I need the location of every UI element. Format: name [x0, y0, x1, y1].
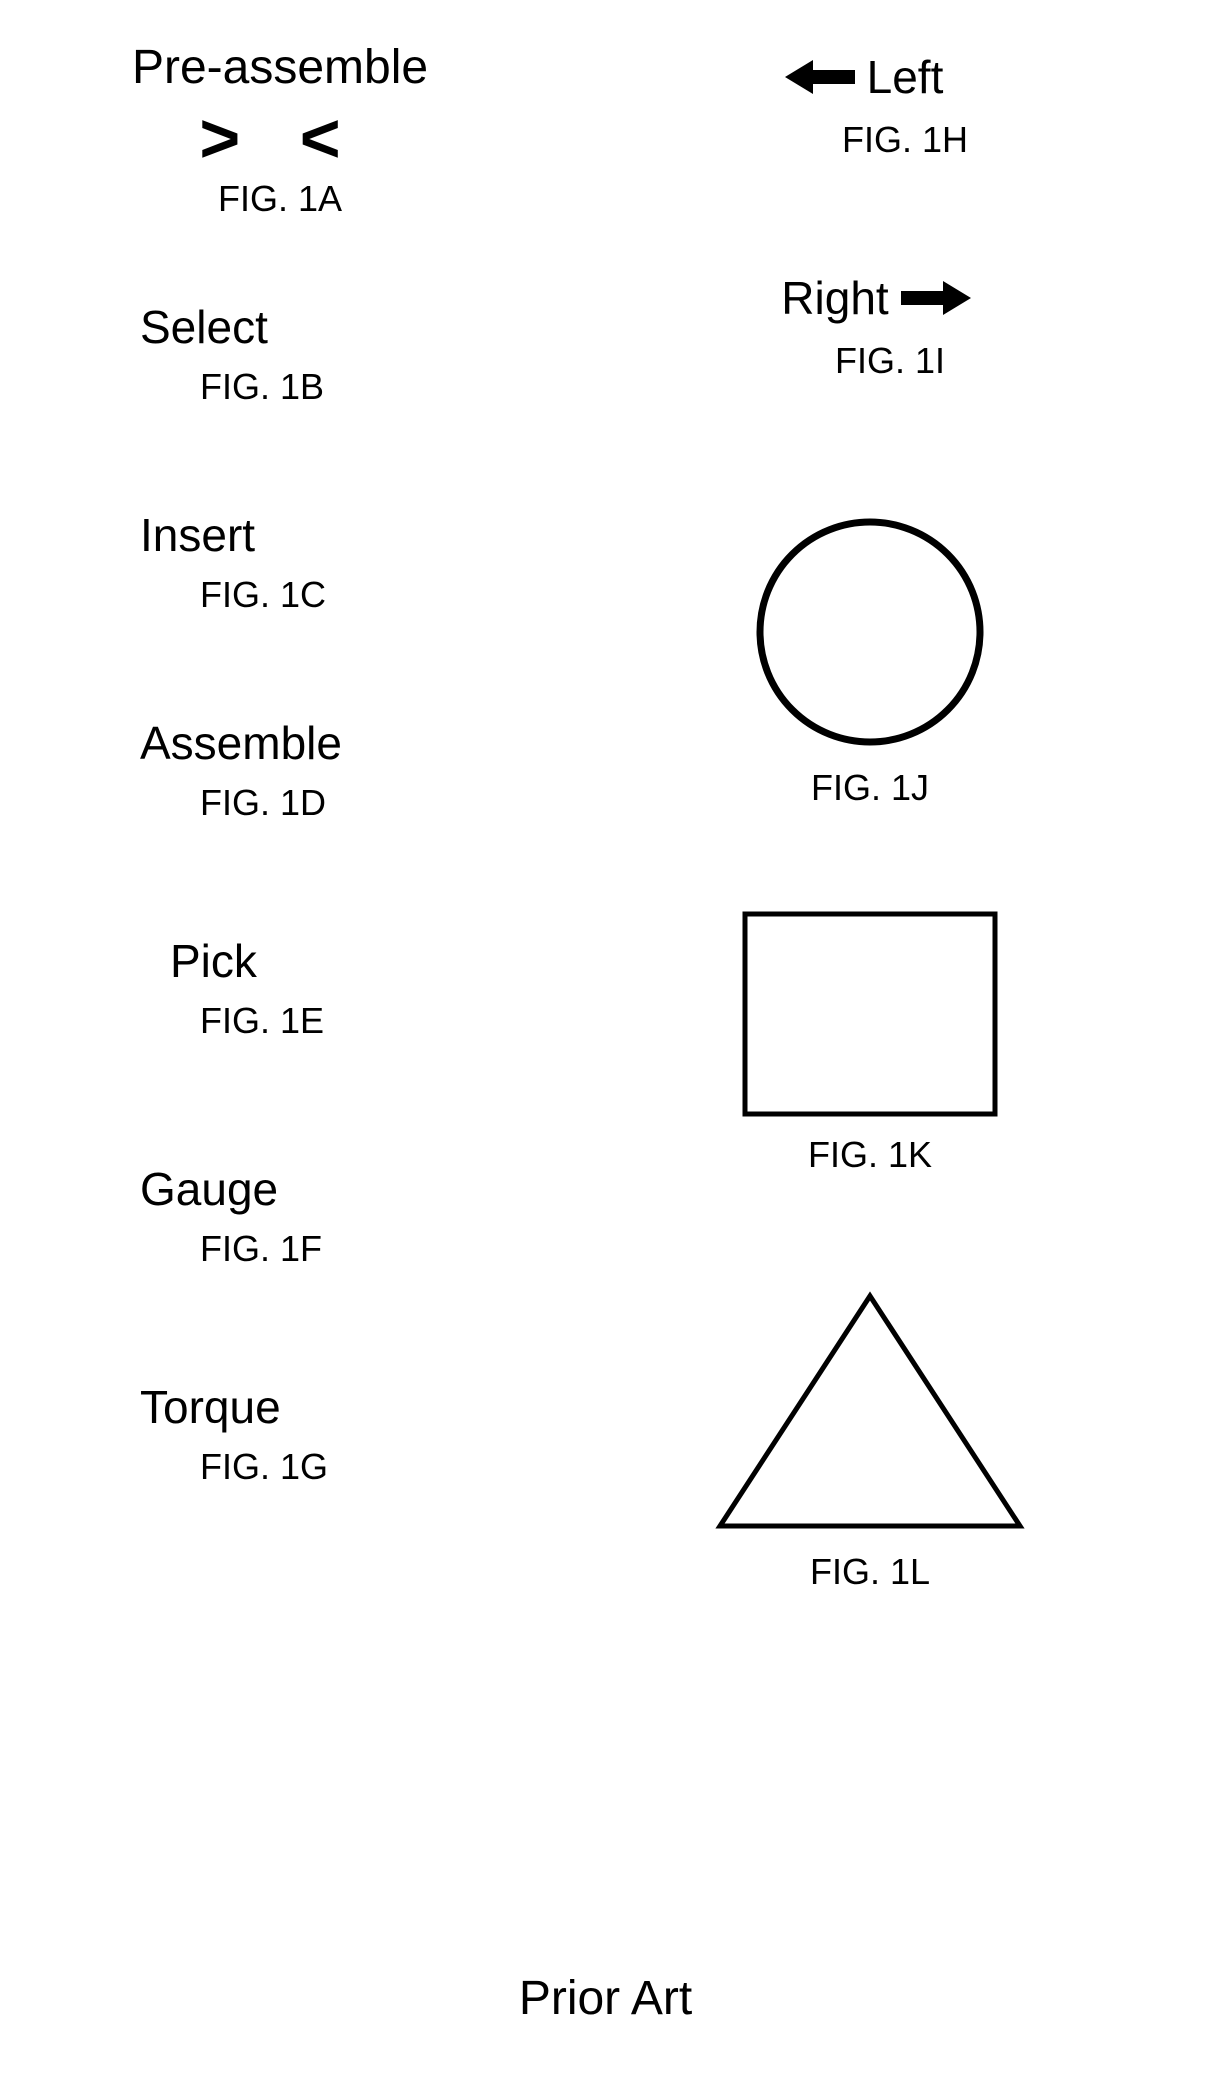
left-column: Pre-assemble > < FIG. 1A Select FIG. 1B …: [80, 40, 480, 1548]
prior-art-label: Prior Art: [519, 1971, 692, 2026]
fig-1c-caption: FIG. 1C: [80, 574, 480, 616]
fig-1g-caption: FIG. 1G: [80, 1446, 480, 1488]
fig-1d-title: Assemble: [80, 716, 480, 770]
fig-1f-title: Gauge: [80, 1162, 480, 1216]
diagram-container: Pre-assemble > < FIG. 1A Select FIG. 1B …: [0, 0, 1211, 2086]
fig-1h-caption: FIG. 1H: [620, 119, 1120, 161]
fig-1i-item: Right FIG. 1I: [620, 271, 1120, 382]
circle-icon: [750, 512, 990, 752]
arrow-left-icon: [785, 57, 855, 97]
fig-1b-caption: FIG. 1B: [80, 366, 480, 408]
fig-1f-caption: FIG. 1F: [80, 1228, 480, 1270]
fig-1e-item: Pick FIG. 1E: [80, 934, 480, 1042]
fig-1b-item: Select FIG. 1B: [80, 300, 480, 408]
fig-1f-item: Gauge FIG. 1F: [80, 1162, 480, 1270]
angle-brackets-icon: > <: [80, 103, 480, 173]
fig-1c-title: Insert: [80, 508, 480, 562]
triangle-icon: [710, 1286, 1030, 1536]
fig-1i-caption: FIG. 1I: [620, 340, 1120, 382]
fig-1k-caption: FIG. 1K: [808, 1134, 932, 1176]
fig-1d-caption: FIG. 1D: [80, 782, 480, 824]
fig-1d-item: Assemble FIG. 1D: [80, 716, 480, 824]
fig-1g-item: Torque FIG. 1G: [80, 1380, 480, 1488]
fig-1b-title: Select: [80, 300, 480, 354]
fig-1l-item: FIG. 1L: [620, 1286, 1120, 1593]
fig-1j-caption: FIG. 1J: [811, 767, 929, 809]
square-icon: [740, 909, 1000, 1119]
fig-1h-label: Left: [867, 50, 944, 104]
fig-1h-item: Left FIG. 1H: [620, 50, 1120, 161]
fig-1a-title: Pre-assemble: [80, 40, 480, 95]
fig-1e-title: Pick: [80, 934, 480, 988]
fig-1c-item: Insert FIG. 1C: [80, 508, 480, 616]
arrow-right-icon: [901, 278, 971, 318]
fig-1g-title: Torque: [80, 1380, 480, 1434]
fig-1i-label: Right: [781, 271, 888, 325]
fig-1a-caption: FIG. 1A: [80, 178, 480, 220]
fig-1j-item: FIG. 1J: [620, 512, 1120, 809]
fig-1l-caption: FIG. 1L: [810, 1551, 930, 1593]
right-column: Left FIG. 1H Right FIG. 1I FIG. 1J FIG.: [620, 50, 1120, 1633]
fig-1a-item: Pre-assemble > < FIG. 1A: [80, 40, 480, 220]
fig-1k-item: FIG. 1K: [620, 909, 1120, 1176]
fig-1e-caption: FIG. 1E: [80, 1000, 480, 1042]
